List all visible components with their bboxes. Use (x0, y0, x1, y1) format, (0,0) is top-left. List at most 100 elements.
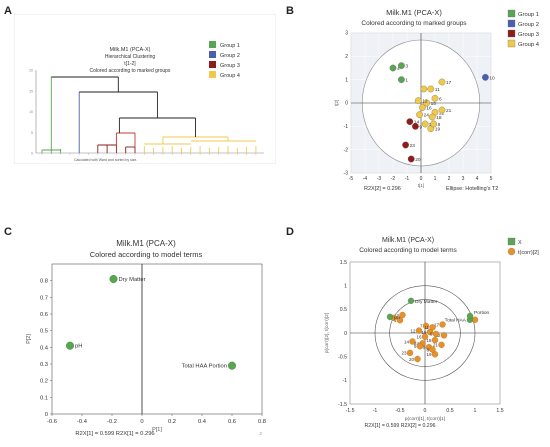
y-axis-label: p(corr)[2], t(corr)[2] (324, 313, 330, 353)
legend-label: Group 4 (220, 73, 240, 79)
y-tick-label: 0 (345, 101, 348, 107)
y-tick-label: -1 (342, 378, 347, 384)
x-tick-label: 0 (420, 176, 423, 182)
data-point (406, 118, 414, 126)
plot-area (51, 263, 263, 415)
score-point (396, 317, 404, 324)
dendrogram-tick-label: 20 (29, 69, 33, 73)
legend-label: Group 3 (220, 63, 240, 69)
point-label: 14 (414, 120, 420, 126)
data-point (423, 99, 430, 107)
chart-subtitle: Colored according to model terms (359, 247, 457, 254)
y-tick-label: -3 (344, 171, 349, 177)
score-point (440, 332, 448, 339)
data-point (66, 341, 75, 350)
y-tick-label: 0.3 (40, 362, 48, 368)
x-tick-label: 1 (474, 408, 477, 414)
data-point (438, 106, 446, 114)
panel-a-border (14, 14, 276, 164)
x-tick-label: 0.5 (446, 408, 453, 414)
legend-swatch (209, 61, 216, 68)
x-tick-label: 0 (424, 408, 427, 414)
footnote: R2X[1] = 0.599 R2X[2] = 0.296 (365, 423, 436, 429)
data-point (428, 113, 436, 121)
x-tick-label: -3 (377, 176, 382, 182)
loading-point (466, 312, 474, 320)
y-axis-label: t[2] (334, 100, 339, 106)
y-tick-label: 0.6 (40, 312, 48, 318)
y-tick-label: 1 (344, 283, 347, 289)
legend-label: Group 1 (220, 43, 240, 49)
score-point-label: 9 (414, 344, 417, 349)
score-point (406, 349, 414, 357)
x-tick-label: -2 (391, 176, 396, 182)
x-axis-label: p(corr)[1], t(corr)[1] (405, 416, 445, 422)
y-tick-label: 0 (45, 412, 48, 418)
y-tick-label: 0.4 (40, 345, 49, 351)
score-point-label: 14 (404, 339, 410, 344)
point-label: 12 (422, 99, 428, 105)
point-label: 23 (410, 143, 416, 149)
loading-scatter-panel: Milk.M1 (PCA-X) Colored according to mode… (26, 239, 266, 437)
footnote: R2X[2] = 0.296 (364, 186, 401, 192)
legend-swatch (507, 19, 516, 28)
point-label: 1 (405, 78, 408, 84)
score-point-label: 15 (421, 330, 427, 335)
point-label: 6 (439, 96, 442, 102)
dendrogram-title-line: Hierarchical Clustering (105, 54, 156, 60)
point-label: 16 (426, 106, 432, 112)
dendrogram-panel: Milk.M1 (PCA-X)Hierarchical Clusteringt[… (14, 14, 276, 164)
point-label: Dry Matter (119, 277, 146, 283)
x-tick-label: 1 (434, 176, 437, 182)
data-point (438, 78, 446, 86)
chart-title: Milk.M1 (PCA-X) (382, 237, 434, 244)
score-point (415, 327, 423, 334)
y-tick-label: 0.5 (340, 307, 347, 313)
loading-point-label: Portion (474, 310, 490, 316)
page-number: 2 (259, 431, 262, 436)
score-point-label: 8 (426, 347, 429, 352)
x-tick-label: 3 (462, 176, 465, 182)
legend-label: Group 3 (518, 32, 539, 38)
dendrogram-tick-label: 10 (29, 110, 33, 114)
point-label: Total HAA Portion (182, 364, 227, 370)
legend-label: Group 4 (518, 42, 540, 48)
x-tick-label: -4 (363, 176, 368, 182)
dendrogram-tick-label: 5 (31, 131, 33, 135)
y-tick-label: 0.7 (40, 295, 48, 301)
point-label: pH (75, 344, 82, 350)
data-point (430, 120, 437, 128)
x-tick-label: 0.2 (168, 419, 176, 425)
y-tick-label: 0 (344, 331, 347, 337)
data-point (419, 104, 426, 112)
data-point (482, 73, 489, 81)
point-label: 11 (435, 87, 440, 93)
legend-swatch (507, 39, 516, 48)
data-point (414, 97, 422, 105)
panel-letter-a: A (4, 5, 12, 17)
point-label: 19 (435, 127, 441, 133)
x-tick-label: 5 (490, 176, 493, 182)
score-point (399, 311, 406, 319)
dendrogram-tick-label: 15 (29, 89, 33, 93)
score-point-label: 23 (401, 351, 407, 356)
x-tick-label: -0.6 (47, 419, 57, 425)
point-label: 24 (424, 113, 430, 119)
score-point (422, 322, 430, 330)
point-label: 18 (436, 115, 442, 121)
score-point-label: 11 (424, 325, 429, 330)
x-tick-label: 0 (140, 419, 143, 425)
y-tick-label: 0.2 (40, 379, 48, 385)
panel-letter-c: C (4, 226, 12, 238)
x-axis-label: t[1] (418, 183, 424, 188)
point-label: 17 (446, 80, 452, 86)
score-point (438, 341, 445, 348)
x-tick-label: -1.5 (346, 408, 355, 414)
point-label: 4 (397, 66, 400, 72)
point-label: 9 (419, 124, 422, 130)
y-tick-label: 0.1 (40, 395, 48, 401)
point-label: 8 (438, 122, 441, 128)
score-point-label: 12 (410, 328, 416, 333)
data-point (407, 155, 415, 163)
legend-swatch (209, 51, 216, 58)
